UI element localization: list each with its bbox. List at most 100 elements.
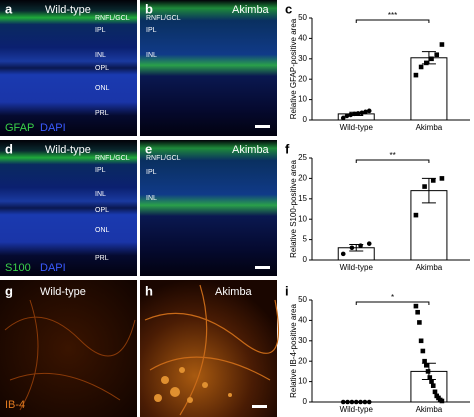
data-point: [430, 178, 436, 183]
data-point: [366, 399, 372, 405]
stain-label: S100: [5, 262, 31, 274]
layer-label: PRL: [95, 255, 109, 262]
layer-label: PRL: [95, 110, 109, 117]
panel-letter: a: [5, 1, 13, 16]
data-point: [362, 399, 368, 405]
layer-label: IPL: [95, 167, 106, 174]
panel-letter: c: [285, 1, 292, 16]
panel-title: Akimba: [215, 286, 253, 298]
y-tick-label: 10: [298, 377, 307, 386]
layer-label: RNFL/GCL: [95, 155, 130, 162]
y-tick-label: 0: [303, 115, 308, 124]
vessel-cluster: [154, 367, 232, 403]
data-point: [424, 362, 429, 368]
scale-bar: [255, 266, 270, 269]
y-tick-label: 30: [298, 336, 307, 345]
layer-label: INL: [146, 52, 157, 59]
y-tick-label: 40: [298, 34, 307, 43]
y-tick-label: 15: [298, 194, 307, 203]
layer-label: RNFL/GCL: [146, 155, 181, 162]
significance-label: ***: [388, 11, 397, 20]
data-point: [439, 42, 445, 47]
data-point: [425, 369, 431, 374]
y-tick-label: 25: [298, 153, 307, 162]
data-point: [424, 60, 429, 66]
micrograph: [0, 280, 137, 417]
data-point: [366, 108, 372, 114]
y-axis-label: Relative GFAP-positive area: [289, 18, 298, 119]
stain-label: DAPI: [40, 262, 66, 274]
data-point: [439, 398, 445, 404]
layer-label: RNFL/GCL: [95, 15, 130, 22]
data-point: [359, 110, 365, 116]
data-point: [417, 320, 422, 325]
panel-title: Akimba: [232, 4, 270, 16]
micrograph: [0, 0, 137, 136]
data-point: [429, 379, 434, 384]
panel-letter: d: [5, 141, 13, 156]
data-point: [358, 243, 363, 249]
data-point: [413, 72, 419, 78]
data-point: [422, 358, 427, 364]
y-tick-label: 20: [298, 356, 307, 365]
micrograph: [140, 140, 277, 276]
layer-label: OPL: [95, 65, 109, 72]
x-tick-label: Wild-type: [340, 405, 374, 414]
data-point: [432, 389, 438, 395]
panel-title: Wild-type: [45, 4, 91, 16]
panel-title: Akimba: [232, 144, 270, 156]
vessel: [4, 299, 136, 411]
panel-title: Wild-type: [45, 144, 91, 156]
data-point: [345, 399, 350, 405]
data-point: [427, 375, 433, 380]
data-point: [358, 399, 363, 405]
y-tick-label: 10: [298, 214, 307, 223]
data-point: [363, 109, 368, 115]
data-point: [348, 112, 353, 118]
panel-letter: g: [5, 283, 13, 298]
data-point: [429, 56, 434, 62]
data-point: [340, 115, 346, 121]
data-point: [353, 399, 359, 405]
y-tick-label: 0: [303, 255, 308, 264]
y-tick-label: 50: [298, 295, 307, 304]
y-tick-label: 50: [298, 13, 307, 22]
data-point: [422, 184, 427, 189]
data-point: [340, 251, 346, 257]
y-tick-label: 40: [298, 316, 307, 325]
panel-title: Wild-type: [40, 286, 86, 298]
data-point: [439, 176, 445, 181]
y-axis-label: Relative S100-positive area: [289, 160, 298, 258]
x-tick-label: Akimba: [416, 123, 443, 132]
scale-bar: [252, 405, 267, 408]
y-axis-label: Relative IB-4-positive area: [289, 304, 298, 398]
layer-label: OPL: [95, 207, 109, 214]
significance-bracket: [355, 19, 430, 23]
panel-letter: e: [145, 141, 152, 156]
layer-label: INL: [95, 191, 106, 198]
layer-label: RNFL/GCL: [146, 15, 181, 22]
data-point: [418, 64, 424, 70]
data-point: [349, 399, 355, 405]
y-tick-label: 20: [298, 174, 307, 183]
x-tick-label: Wild-type: [340, 123, 374, 132]
data-point: [366, 241, 372, 246]
y-tick-label: 20: [298, 74, 307, 83]
bar: [410, 57, 448, 121]
layer-label: ONL: [95, 227, 110, 234]
data-point: [352, 111, 357, 117]
data-point: [344, 113, 350, 119]
stain-label: DAPI: [40, 122, 66, 134]
panel-letter: i: [285, 283, 289, 298]
y-tick-label: 0: [303, 397, 308, 406]
x-tick-label: Wild-type: [340, 263, 374, 272]
scale-bar: [255, 125, 270, 128]
data-point: [418, 338, 424, 344]
data-point: [415, 309, 420, 315]
significance-bracket: [355, 159, 430, 163]
significance-label: **: [389, 151, 395, 160]
layer-label: IPL: [146, 169, 157, 176]
y-tick-label: 5: [303, 235, 308, 244]
stain-label: GFAP: [5, 122, 34, 134]
